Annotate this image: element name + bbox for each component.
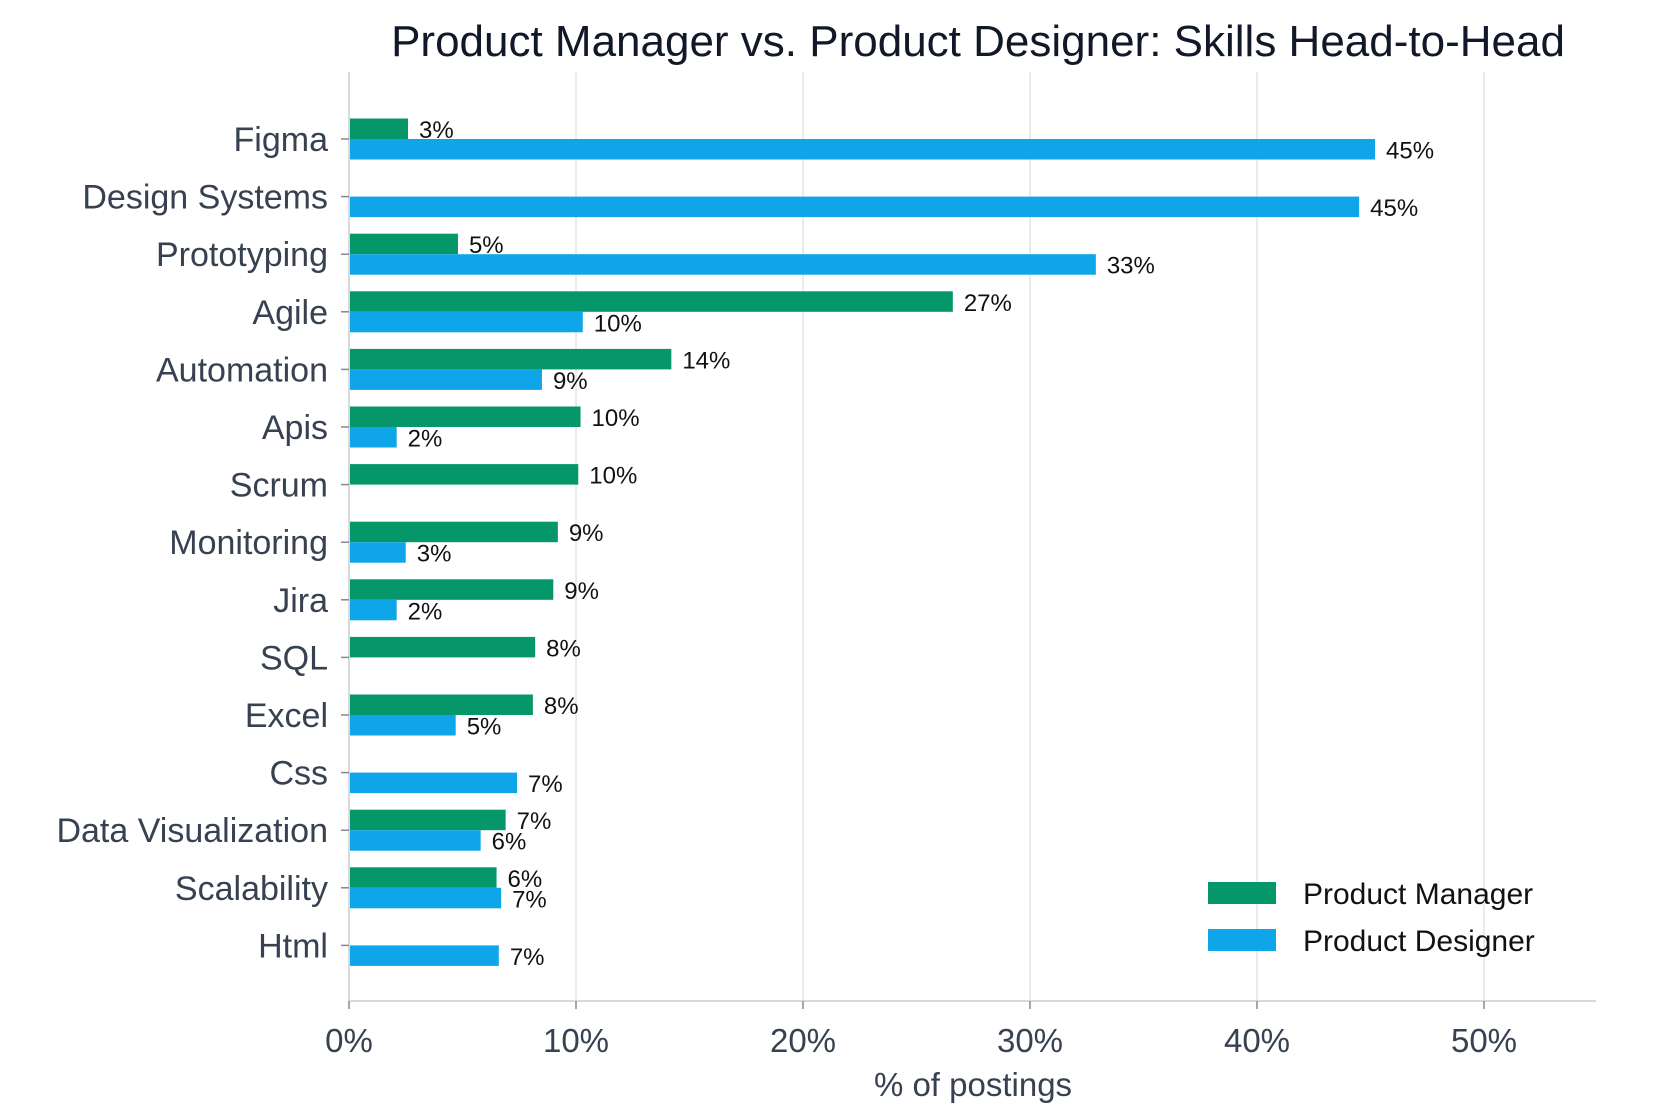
bar-product-manager	[349, 233, 458, 255]
data-label: 9%	[564, 578, 599, 605]
data-label: 10%	[594, 310, 642, 337]
legend: Product Manager Product Designer	[1208, 878, 1535, 958]
data-label: 8%	[544, 693, 579, 720]
x-tick-label: 40%	[1224, 1022, 1290, 1059]
y-tick-label: Design Systems	[82, 179, 328, 217]
y-tick-label: Figma	[234, 121, 329, 159]
bar-product-designer	[349, 887, 502, 909]
bar-product-manager	[349, 406, 581, 427]
bar-product-designer	[349, 830, 481, 851]
y-tick-label: SQL	[260, 639, 328, 677]
x-tick-label: 30%	[997, 1022, 1063, 1059]
bar-product-designer	[349, 772, 517, 794]
data-label: 27%	[964, 290, 1012, 317]
bars	[349, 118, 1376, 966]
bar-product-designer	[349, 254, 1096, 275]
bar-product-designer	[349, 715, 456, 736]
y-tick-label: Data Visualization	[56, 812, 328, 850]
legend-label: Product Manager	[1303, 878, 1533, 911]
legend-label: Product Designer	[1303, 925, 1535, 958]
bar-product-designer	[349, 599, 397, 621]
bar-product-manager	[349, 291, 953, 312]
x-axis-title: % of postings	[874, 1066, 1072, 1103]
bar-product-manager	[349, 694, 533, 715]
x-tick-label: 10%	[543, 1022, 609, 1059]
data-label: 9%	[553, 368, 588, 395]
y-tick-label: Monitoring	[169, 524, 328, 562]
data-label: 8%	[546, 635, 581, 662]
bar-product-manager	[349, 118, 409, 139]
bar-product-designer	[349, 427, 397, 448]
data-label: 3%	[419, 117, 454, 144]
bar-product-manager	[349, 348, 672, 370]
y-tick-label: Automation	[156, 351, 328, 389]
y-tick-label: Scrum	[230, 467, 328, 505]
data-label: 2%	[408, 598, 443, 625]
data-label: 45%	[1386, 138, 1434, 165]
x-tick-label: 20%	[770, 1022, 836, 1059]
x-tick-label: 50%	[1451, 1022, 1517, 1059]
bar-product-designer	[349, 945, 499, 966]
value-labels: 3%5%27%14%10%10%9%9%8%8%7%6%45%45%33%10%…	[408, 117, 1434, 971]
y-tick-label: Prototyping	[156, 236, 328, 274]
axes: 0% 10% 20% 30% 40% 50% Figma Design Systems Prot…	[56, 72, 1596, 1059]
y-tick-label: Apis	[262, 409, 328, 447]
bar-product-designer	[349, 369, 542, 390]
y-tick-label: Excel	[245, 697, 328, 735]
data-label: 7%	[528, 771, 563, 798]
data-label: 7%	[512, 886, 547, 913]
bar-product-manager	[349, 521, 558, 543]
y-tick-label: Jira	[273, 582, 328, 620]
bar-product-manager	[349, 809, 506, 831]
bar-product-manager	[349, 636, 536, 658]
bar-product-manager	[349, 867, 497, 888]
data-label: 5%	[467, 714, 502, 741]
bar-product-manager	[349, 579, 554, 600]
legend-swatch-product-manager	[1208, 882, 1276, 904]
data-label: 7%	[517, 808, 552, 835]
y-tick-label: Css	[269, 755, 328, 793]
data-label: 6%	[492, 829, 527, 856]
data-label: 9%	[569, 520, 604, 547]
chart-title: Product Manager vs. Product Designer: Sk…	[391, 17, 1565, 66]
data-label: 3%	[417, 541, 452, 568]
data-label: 45%	[1370, 195, 1418, 222]
data-label: 10%	[589, 463, 637, 490]
data-label: 33%	[1107, 253, 1155, 280]
x-tick-label: 0%	[325, 1022, 373, 1059]
bar-product-designer	[349, 196, 1360, 218]
y-tick-label: Agile	[252, 294, 328, 332]
data-label: 14%	[682, 347, 730, 374]
legend-swatch-product-designer	[1208, 929, 1276, 951]
y-tick-label: Scalability	[175, 870, 328, 908]
data-label: 10%	[592, 405, 640, 432]
data-label: 2%	[408, 426, 443, 453]
bar-product-manager	[349, 464, 579, 485]
bar-product-designer	[349, 311, 583, 333]
bar-product-designer	[349, 139, 1376, 160]
data-label: 5%	[469, 232, 504, 259]
data-label: 7%	[510, 944, 545, 971]
bar-product-designer	[349, 542, 406, 563]
y-tick-label: Html	[258, 927, 328, 965]
data-label: 6%	[508, 866, 543, 893]
